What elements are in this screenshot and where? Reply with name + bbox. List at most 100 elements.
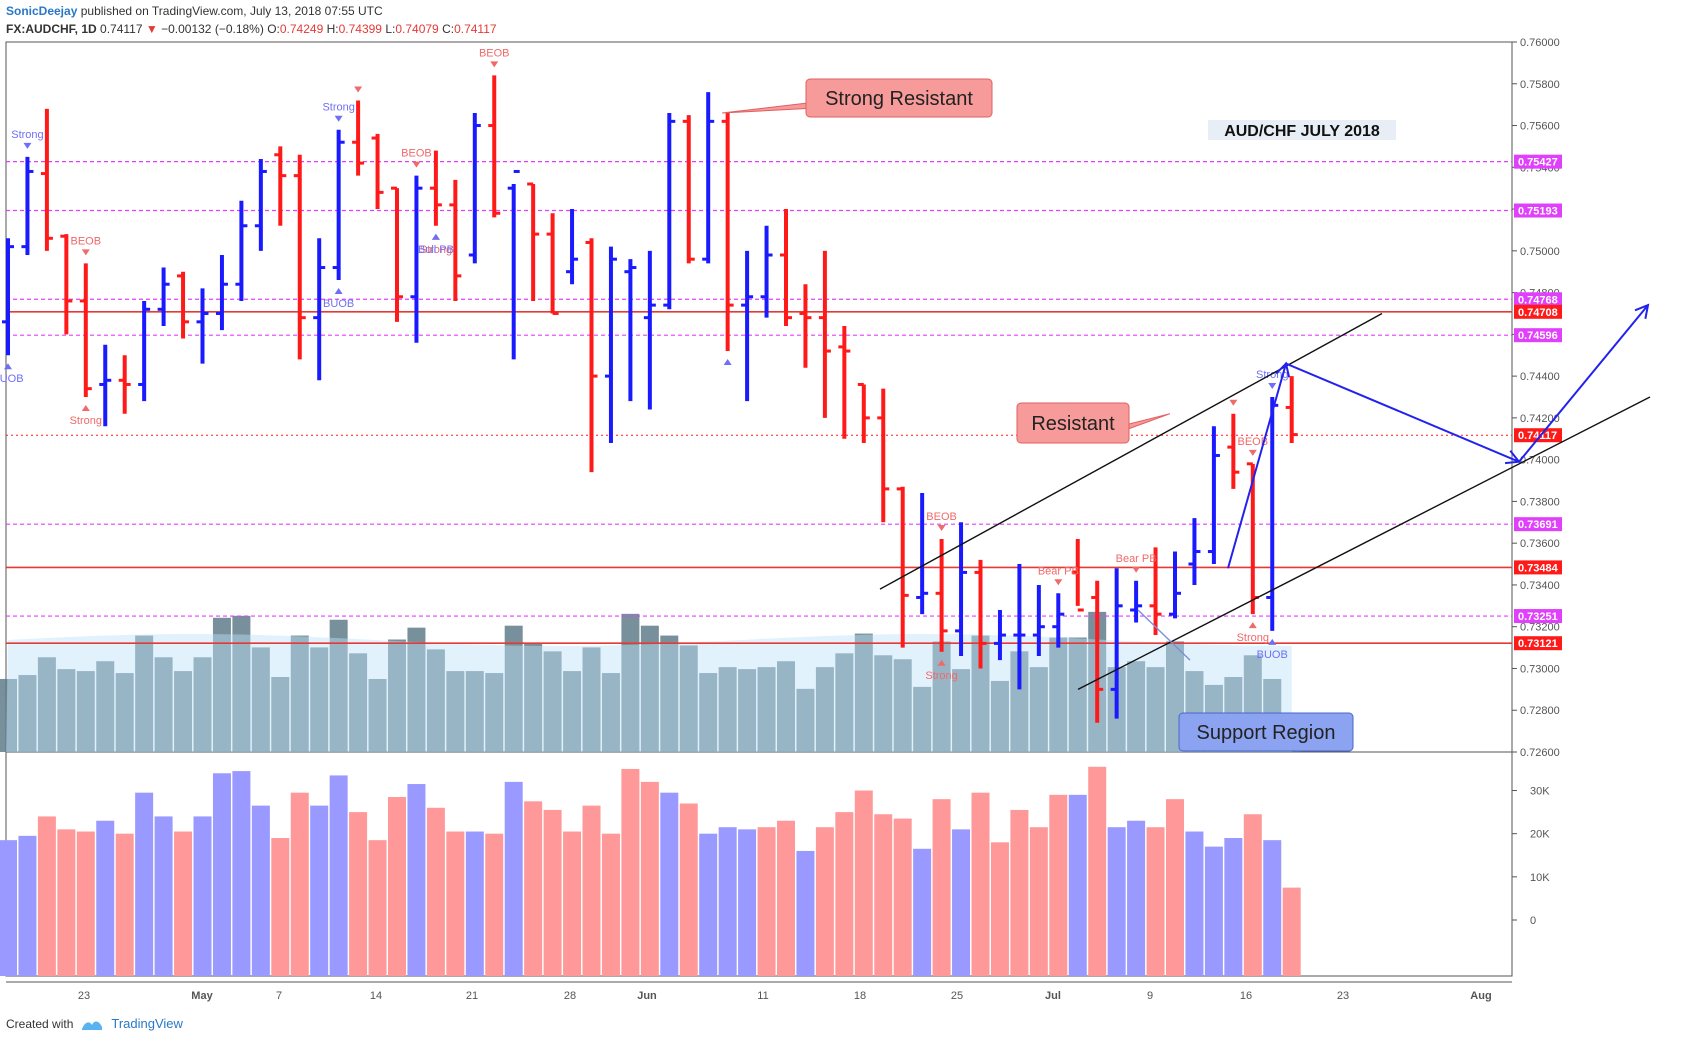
- published-text: published on TradingView.com, July 13, 2…: [80, 4, 383, 18]
- ohlc-bar: [935, 539, 948, 652]
- volume-bar: [212, 773, 231, 976]
- volume-overlay-bar: [154, 657, 173, 752]
- signal-arrow-icon: [937, 659, 946, 666]
- volume-overlay-bar: [96, 661, 115, 752]
- ohlc-bar: [138, 300, 151, 402]
- price-level-badge: [1514, 560, 1562, 575]
- change-value: −0.00132 (−0.18%): [161, 22, 264, 36]
- volume-overlay-bar: [251, 647, 270, 752]
- time-tick-label: 16: [1240, 990, 1252, 1002]
- price-level-badge: [1514, 328, 1562, 343]
- time-tick-label: 21: [466, 990, 478, 1002]
- signal-label: BEOB: [479, 47, 510, 59]
- tradingview-brand-link[interactable]: TradingView: [111, 1016, 183, 1031]
- volume-overlay-bar: [57, 669, 76, 752]
- high-label: H:: [326, 22, 339, 36]
- volume-bar: [232, 771, 251, 976]
- projection-arrow-icon: [1275, 361, 1291, 378]
- volume-overlay-bar: [990, 680, 1009, 752]
- volume-overlay-bar: [485, 673, 504, 752]
- signal-arrow-icon: [723, 359, 732, 366]
- ohlc-bar: [2, 238, 14, 356]
- volume-bar: [0, 840, 17, 976]
- signal-label: Bull PB: [418, 244, 454, 256]
- volume-bar: [18, 835, 37, 976]
- signal-label: Strong: [322, 102, 354, 114]
- volume-bar: [154, 816, 173, 976]
- volume-overlay-bar: [290, 635, 309, 752]
- volume-bar: [1029, 827, 1048, 976]
- signal-label: BUOB: [1257, 649, 1288, 661]
- price-tick-label: 0.72600: [1520, 747, 1560, 759]
- price-level-badge: [1514, 203, 1562, 218]
- volume-bar: [251, 805, 270, 976]
- ohlc-bar: [1130, 580, 1143, 623]
- signal-label: BEOB: [1238, 436, 1269, 448]
- volume-bar: [524, 801, 543, 976]
- time-tick-label: Jul: [1045, 990, 1061, 1002]
- time-tick-label: Jun: [637, 990, 657, 1002]
- time-tick-label: 7: [276, 990, 282, 1002]
- volume-bar: [37, 816, 56, 976]
- open-label: O:: [267, 22, 280, 36]
- open-value: 0.74249: [279, 22, 324, 36]
- ohlc-bar: [527, 182, 540, 301]
- time-tick-label: Aug: [1470, 990, 1491, 1002]
- projection-arrow-icon: [1504, 450, 1521, 465]
- ohlc-bar: [760, 225, 773, 318]
- volume-overlay-bar: [1127, 661, 1146, 752]
- volume-bar: [796, 850, 815, 976]
- price-tick-label: 0.75800: [1520, 79, 1560, 91]
- volume-bar: [349, 812, 368, 976]
- volume-bar: [388, 797, 406, 976]
- volume-bar: [446, 831, 465, 976]
- volume-bars: [0, 766, 1301, 976]
- tradingview-logo-icon: [82, 1020, 103, 1030]
- volume-bar: [368, 840, 387, 976]
- signal-arrow-icon: [1132, 566, 1141, 573]
- volume-bar: [115, 833, 134, 976]
- publish-line: SonicDeejay published on TradingView.com…: [6, 4, 383, 18]
- ohlc-bar: [682, 115, 695, 264]
- volume-bar: [990, 842, 1009, 976]
- volume-bar: [1068, 794, 1087, 976]
- price-tick-label: 0.76000: [1520, 37, 1560, 49]
- price-level-label: 0.74768: [1518, 294, 1558, 306]
- ohlc-bar: [1149, 547, 1162, 636]
- volume-ma-area: [6, 634, 1292, 752]
- ohlc-bar: [1110, 568, 1123, 719]
- volume-overlay-bar: [679, 645, 698, 752]
- volume-overlay-bar: [524, 643, 543, 752]
- volume-overlay-bar: [135, 635, 154, 752]
- volume-overlay-bar: [621, 613, 640, 752]
- low-label: L:: [385, 22, 396, 36]
- price-level-label: 0.73691: [1518, 519, 1558, 531]
- ohlc-bar: [799, 284, 812, 368]
- volume-tick-label: 20K: [1530, 829, 1550, 841]
- volume-overlay-bar: [874, 655, 893, 752]
- ohlc-bar: [663, 113, 676, 310]
- ohlc-bar: [196, 288, 209, 364]
- volume-bar: [601, 833, 620, 976]
- volume-overlay-bar: [699, 673, 718, 752]
- volume-bar: [1282, 887, 1301, 976]
- author-link[interactable]: SonicDeejay: [6, 4, 78, 18]
- volume-overlay-bar: [932, 641, 951, 752]
- ohlc-bar: [916, 493, 929, 615]
- volume-bar: [193, 816, 212, 976]
- volume-overlay-bar: [601, 673, 620, 752]
- volume-bar: [640, 781, 659, 976]
- volume-bar: [329, 775, 348, 976]
- volume-overlay-bar: [232, 615, 251, 752]
- volume-bar: [874, 814, 893, 976]
- signal-arrow-icon: [1229, 399, 1238, 406]
- ohlc-bar: [118, 355, 131, 414]
- ohlc-bar: [585, 238, 598, 473]
- ohlc-bar: [99, 344, 112, 427]
- price-tick-label: 0.73000: [1520, 663, 1560, 675]
- price-tick-label: 0.73400: [1520, 580, 1560, 592]
- footer: Created with TradingView: [6, 1016, 183, 1031]
- close-label: C:: [442, 22, 455, 36]
- volume-overlay-bar: [660, 635, 679, 752]
